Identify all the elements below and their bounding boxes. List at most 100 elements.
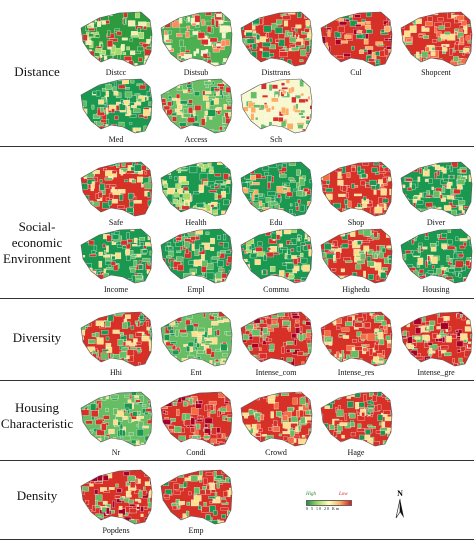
choropleth-map [160, 11, 233, 67]
category-label-social: Social-economic Environment [3, 219, 71, 266]
map-panel: Empl [159, 227, 233, 294]
category-label-housing: Housing Characteristic [0, 400, 74, 431]
choropleth-map [400, 161, 473, 217]
north-arrow: N [392, 488, 408, 522]
map-panel: Condi [159, 390, 233, 457]
section-divider [0, 146, 474, 147]
map-caption: Hage [347, 448, 365, 457]
map-panel: Housing [399, 227, 473, 294]
legend-high-label: High [306, 492, 316, 497]
section-divider [0, 539, 474, 540]
map-caption: Shopcent [421, 68, 451, 77]
map-panel: Sch [239, 77, 313, 144]
map-panel: Safe [79, 160, 153, 227]
legend-color-ramp [306, 500, 352, 506]
choropleth-map [160, 469, 233, 525]
svg-text:N: N [397, 489, 403, 498]
section-divider [0, 460, 474, 461]
choropleth-map [80, 469, 153, 525]
north-arrow-icon: N [395, 489, 404, 519]
choropleth-map [80, 161, 153, 217]
category-label-diversity: Diversity [12, 330, 62, 345]
map-panel: Intense_res [319, 310, 393, 377]
map-panel: Disttrans [239, 10, 313, 77]
map-caption: Health [185, 218, 207, 227]
color-legend: High Low 0 5 10 20 Km [303, 492, 353, 522]
map-caption: Popdens [102, 526, 130, 535]
map-panel: Commu [239, 227, 313, 294]
map-panel: Med [79, 77, 153, 144]
map-caption: Empl [187, 285, 205, 294]
map-caption: Intense_com [255, 368, 297, 377]
map-caption: Nr [111, 448, 121, 457]
map-panel: Income [79, 227, 153, 294]
map-caption: Disttrans [261, 68, 291, 77]
map-panel: Intense_gre [399, 310, 473, 377]
map-panel: Intense_com [239, 310, 313, 377]
choropleth-map [160, 161, 233, 217]
choropleth-map [160, 391, 233, 447]
map-caption: Hhi [110, 368, 122, 377]
choropleth-map [240, 78, 313, 134]
choropleth-map [80, 311, 153, 367]
choropleth-map [160, 228, 233, 284]
map-panel: Nr [79, 390, 153, 457]
map-panel: Emp [159, 468, 233, 535]
map-panel: Distcc [79, 10, 153, 77]
scale-bar-text: 0 5 10 20 Km [306, 506, 340, 511]
choropleth-map [240, 311, 313, 367]
choropleth-map [400, 228, 473, 284]
map-caption: Housing [422, 285, 450, 294]
map-panel: Crowd [239, 390, 313, 457]
choropleth-map [80, 228, 153, 284]
choropleth-map [240, 161, 313, 217]
map-caption: Highedu [342, 285, 370, 294]
choropleth-map [80, 11, 153, 67]
map-caption: Edu [269, 218, 283, 227]
map-caption: Cul [350, 68, 362, 77]
map-panel: Diver [399, 160, 473, 227]
map-panel: Popdens [79, 468, 153, 535]
category-label-distance: Distance [14, 64, 60, 79]
choropleth-map [80, 78, 153, 134]
map-panel: Shop [319, 160, 393, 227]
choropleth-map [320, 11, 393, 67]
map-panel: Hage [319, 390, 393, 457]
map-panel: Shopcent [399, 10, 473, 77]
section-divider [0, 380, 474, 381]
map-caption: Intense_gre [417, 368, 455, 377]
map-caption: Sch [270, 135, 282, 144]
choropleth-map [240, 11, 313, 67]
choropleth-map [240, 228, 313, 284]
choropleth-map [160, 78, 233, 134]
map-caption: Diver [426, 218, 446, 227]
choropleth-map [400, 311, 473, 367]
map-caption: Med [108, 135, 124, 144]
map-panel: Edu [239, 160, 313, 227]
map-panel: Highedu [319, 227, 393, 294]
map-panel: Cul [319, 10, 393, 77]
choropleth-map [240, 391, 313, 447]
category-label-density: Density [16, 488, 58, 503]
map-caption: Intense_res [337, 368, 375, 377]
choropleth-map [160, 311, 233, 367]
choropleth-map [320, 391, 393, 447]
map-caption: Income [104, 285, 128, 294]
choropleth-map [320, 228, 393, 284]
map-panel: Ent [159, 310, 233, 377]
map-panel: Distsub [159, 10, 233, 77]
map-caption: Safe [108, 218, 124, 227]
map-caption: Emp [188, 526, 204, 535]
map-caption: Access [184, 135, 208, 144]
choropleth-map [400, 11, 473, 67]
map-caption: Distcc [105, 68, 127, 77]
map-caption: Condi [186, 448, 206, 457]
choropleth-map [80, 391, 153, 447]
map-panel: Access [159, 77, 233, 144]
map-caption: Crowd [265, 448, 287, 457]
map-caption: Ent [190, 368, 202, 377]
map-caption: Commu [263, 285, 289, 294]
choropleth-map [320, 161, 393, 217]
map-caption: Distsub [183, 68, 209, 77]
choropleth-map [320, 311, 393, 367]
